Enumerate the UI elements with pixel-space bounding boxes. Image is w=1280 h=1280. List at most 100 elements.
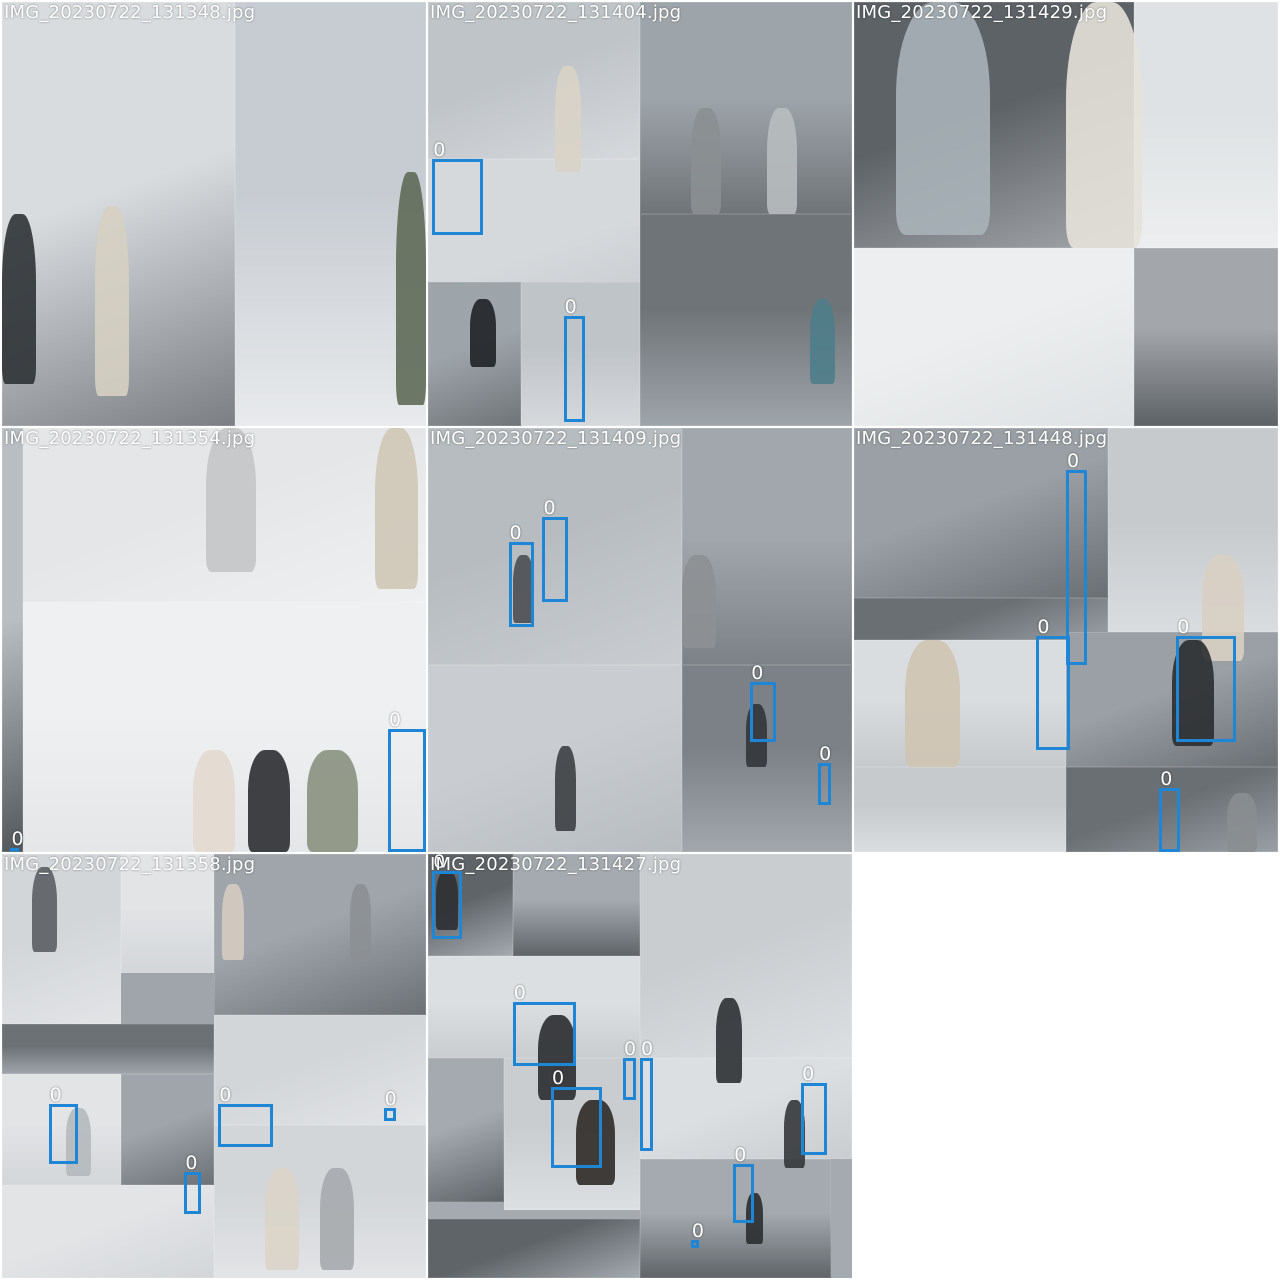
class-label: 0	[49, 1084, 62, 1107]
detection-box: 0	[690, 1221, 704, 1249]
photo-patch	[2, 428, 24, 852]
mosaic-tile: 0 0 IMG_20230722_131354.jpg	[2, 428, 426, 852]
detection-box: 0	[550, 1068, 602, 1168]
detection-box: 0	[1159, 769, 1181, 852]
photo-patch	[2, 854, 121, 1024]
class-label: 0	[388, 709, 401, 732]
person-figure	[538, 1015, 577, 1100]
photo-patch	[640, 2, 852, 214]
class-label: 0	[1067, 450, 1080, 473]
person-figure	[767, 108, 797, 214]
person-figure	[1201, 555, 1245, 662]
class-label: 0	[734, 1143, 747, 1166]
photo-patch	[512, 854, 640, 956]
image-filename-label: IMG_20230722_131404.jpg	[430, 2, 682, 23]
detection-box: 0	[508, 523, 534, 628]
photo-patch	[521, 281, 640, 426]
photo-patch	[854, 247, 1134, 426]
class-label: 0	[433, 854, 446, 873]
person-figure	[31, 866, 58, 952]
class-label: 0	[219, 1084, 232, 1107]
mosaic-tile: 0 0 0 0 0 0 0 0 IMG_20230722_131427.jpg	[428, 854, 852, 1278]
class-label: 0	[819, 742, 832, 765]
image-filename-label: IMG_20230722_131348.jpg	[4, 2, 256, 23]
person-figure	[746, 1193, 763, 1245]
person-figure	[307, 750, 359, 852]
mosaic-tile: 0 0 0 0 IMG_20230722_131448.jpg	[854, 428, 1278, 852]
image-filename-label: IMG_20230722_131448.jpg	[856, 428, 1108, 449]
person-figure	[436, 870, 458, 931]
photo-patch	[428, 1057, 505, 1202]
mosaic-tile: 0 0 0 0 IMG_20230722_131358.jpg	[2, 854, 426, 1278]
detection-box: 0	[1066, 451, 1088, 666]
detection-box: 0	[387, 710, 426, 852]
detection-box: 0	[801, 1064, 827, 1156]
photo-patch	[1108, 428, 1278, 632]
person-figure	[555, 746, 577, 831]
detection-box: 0	[383, 1089, 397, 1122]
class-label: 0	[551, 1067, 565, 1090]
person-figure	[904, 640, 960, 768]
photo-patch	[640, 854, 852, 1058]
person-figure	[690, 108, 721, 214]
photo-patch	[854, 767, 1066, 852]
photo-patch	[854, 640, 1066, 768]
class-label: 0	[641, 1037, 654, 1060]
photo-patch	[1133, 2, 1278, 248]
photo-patch	[120, 854, 214, 973]
class-label: 0	[513, 982, 526, 1005]
person-figure	[375, 428, 418, 590]
person-figure	[2, 214, 36, 384]
detection-box: 0	[640, 1039, 653, 1151]
person-figure	[512, 555, 534, 624]
class-label: 0	[751, 662, 764, 685]
person-figure	[576, 1099, 615, 1185]
photo-patch	[2, 1184, 214, 1278]
photo-patch	[640, 1057, 852, 1160]
photo-patch	[682, 665, 852, 852]
image-filename-label: IMG_20230722_131354.jpg	[4, 428, 256, 449]
detection-box: 0	[733, 1145, 755, 1223]
class-label: 0	[1160, 768, 1173, 791]
image-filename-label: IMG_20230722_131429.jpg	[856, 2, 1108, 23]
person-figure	[809, 298, 836, 384]
class-label: 0	[691, 1219, 704, 1242]
photo-patch	[2, 1023, 214, 1075]
person-figure	[555, 65, 581, 172]
detection-box: 0	[432, 854, 462, 939]
photo-patch	[428, 1218, 640, 1278]
person-figure	[205, 428, 257, 573]
class-label: 0	[802, 1062, 815, 1085]
photo-patch	[235, 2, 426, 426]
detection-box: 0	[1036, 617, 1071, 751]
photo-patch	[1133, 247, 1278, 426]
image-filename-label: IMG_20230722_131358.jpg	[4, 854, 256, 875]
person-figure	[716, 998, 742, 1083]
class-label: 0	[11, 827, 24, 850]
photo-patch	[120, 1074, 214, 1185]
photo-patch	[428, 955, 640, 1058]
person-figure	[682, 555, 717, 649]
detection-box: 0	[512, 983, 577, 1066]
detection-box: 0	[750, 663, 776, 742]
class-label: 0	[509, 522, 522, 545]
person-figure	[192, 750, 236, 852]
detection-box: 0	[48, 1085, 79, 1164]
photo-patch	[2, 1074, 121, 1185]
person-figure	[784, 1099, 806, 1168]
class-label: 0	[433, 138, 446, 161]
class-label: 0	[384, 1088, 397, 1111]
detection-box: 0	[623, 1039, 636, 1100]
mosaic-tile: 0 0 0 0 IMG_20230722_131409.jpg	[428, 428, 852, 852]
person-figure	[470, 298, 496, 367]
photo-patch	[428, 428, 683, 666]
detection-box: 0	[1176, 617, 1236, 742]
detection-box: 0	[218, 1085, 274, 1147]
detection-box: 0	[818, 744, 831, 806]
photo-patch	[428, 2, 640, 159]
detection-box: 0	[432, 140, 484, 236]
class-label: 0	[185, 1152, 198, 1174]
person-figure	[396, 171, 426, 405]
detection-box: 0	[542, 498, 568, 602]
